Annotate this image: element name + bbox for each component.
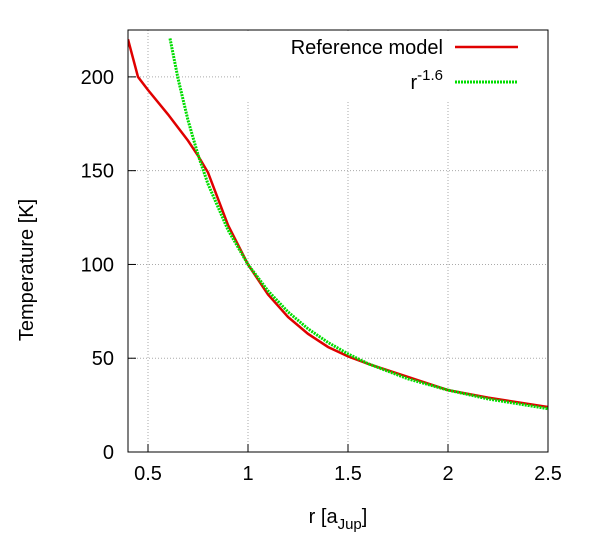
plot-frame [127, 29, 549, 453]
legend-superscript: -1.6 [417, 67, 443, 84]
y-tick-label: 0 [103, 442, 114, 464]
x-tick-label: 1.5 [334, 463, 362, 485]
y-tick-label: 100 [81, 254, 114, 276]
y-tick-label: 200 [81, 67, 114, 89]
x-label-suffix: ] [362, 506, 368, 528]
y-tick-label: 50 [92, 348, 114, 370]
legend-name: r [410, 72, 417, 94]
legend-label: r-1.6 [410, 67, 443, 94]
x-tick-label: 0.5 [134, 463, 162, 485]
x-tick-label: 1 [242, 463, 253, 485]
x-label-text: r [a [309, 506, 339, 528]
x-tick-label: 2.5 [534, 463, 562, 485]
legend-box [240, 31, 547, 101]
legend-name: Reference model [291, 37, 443, 59]
x-label-subscript: Jup [338, 516, 362, 532]
x-tick-label: 2 [442, 463, 453, 485]
legend-label: Reference model [291, 37, 443, 59]
y-axis-label: Temperature [K] [16, 199, 38, 341]
x-axis-label: r [aJup] [309, 506, 368, 532]
y-tick-label: 150 [81, 161, 114, 183]
